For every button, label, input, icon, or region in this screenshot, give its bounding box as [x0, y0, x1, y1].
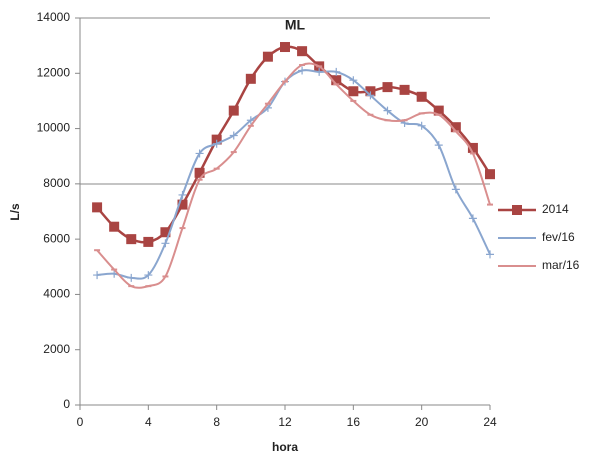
marker — [212, 139, 221, 148]
series-line — [96, 69, 491, 280]
marker — [126, 234, 137, 245]
y-tick-label: 8000 — [43, 176, 70, 190]
marker — [433, 105, 444, 116]
marker — [331, 75, 342, 86]
marker — [366, 91, 375, 100]
marker — [468, 214, 477, 223]
x-tick-label: 24 — [483, 415, 497, 429]
legend-marker — [512, 205, 522, 215]
legend-label: mar/16 — [542, 258, 580, 272]
legend-label: fev/16 — [542, 230, 575, 244]
y-axis-label: L/s — [8, 203, 22, 221]
marker — [451, 185, 460, 194]
marker — [144, 271, 153, 280]
marker — [160, 227, 171, 238]
x-axis-label: hora — [272, 440, 298, 454]
series-line — [96, 62, 491, 289]
marker — [178, 190, 187, 199]
marker — [211, 134, 222, 145]
marker — [143, 236, 154, 247]
marker — [434, 141, 443, 150]
marker — [349, 76, 358, 85]
marker — [177, 199, 188, 210]
marker — [246, 116, 255, 125]
chart-title: ML — [285, 17, 306, 33]
marker — [109, 221, 120, 232]
marker — [399, 84, 410, 95]
marker — [348, 86, 359, 97]
series-line — [96, 45, 492, 244]
x-tick-label: 12 — [278, 415, 292, 429]
marker — [245, 73, 256, 84]
marker — [93, 271, 102, 280]
marker — [486, 250, 494, 259]
y-tick-label: 4000 — [43, 287, 70, 301]
marker — [383, 106, 392, 115]
marker — [194, 167, 205, 178]
x-tick-label: 8 — [213, 415, 220, 429]
marker — [262, 51, 273, 62]
marker — [92, 202, 103, 213]
y-tick-label: 10000 — [37, 121, 71, 135]
marker — [127, 273, 136, 282]
marker — [417, 121, 426, 130]
marker — [280, 42, 290, 53]
marker — [297, 46, 308, 57]
marker — [298, 66, 307, 75]
marker — [450, 122, 461, 133]
x-tick-label: 4 — [145, 415, 152, 429]
marker — [332, 67, 341, 76]
x-tick-label: 0 — [77, 415, 84, 429]
marker — [161, 239, 170, 248]
x-tick-label: 16 — [347, 415, 361, 429]
x-tick-label: 20 — [415, 415, 429, 429]
marker — [467, 142, 478, 153]
marker — [195, 149, 204, 158]
marker — [416, 91, 427, 102]
y-tick-label: 2000 — [43, 342, 70, 356]
marker — [228, 105, 239, 116]
marker — [365, 86, 376, 97]
y-tick-label: 6000 — [43, 231, 70, 245]
marker — [229, 131, 238, 140]
y-tick-label: 12000 — [37, 65, 71, 79]
marker — [485, 169, 495, 180]
legend-label: 2014 — [542, 202, 569, 216]
y-tick-label: 0 — [63, 397, 70, 411]
marker — [382, 82, 393, 93]
marker — [315, 67, 324, 76]
y-tick-label: 14000 — [37, 10, 71, 24]
